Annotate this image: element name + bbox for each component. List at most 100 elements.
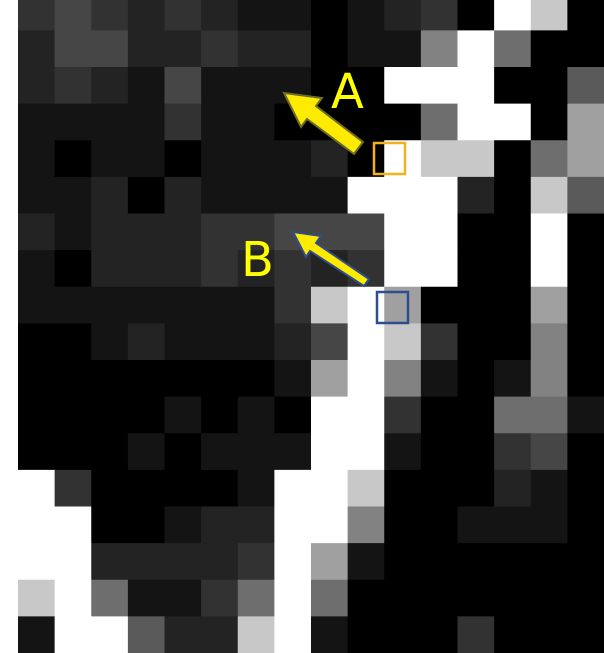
pixel <box>55 30 92 67</box>
pixel <box>458 250 495 287</box>
pixel <box>311 360 348 397</box>
pixel <box>18 507 55 544</box>
pixel <box>91 104 128 141</box>
pixel <box>567 543 604 580</box>
pixel <box>128 214 165 251</box>
pixel <box>348 323 385 360</box>
pixel <box>531 507 568 544</box>
pixel <box>128 580 165 617</box>
pixel <box>165 507 202 544</box>
pixel <box>494 397 531 434</box>
pixel <box>165 580 202 617</box>
pixel <box>348 470 385 507</box>
pixel <box>567 287 604 324</box>
pixel <box>128 543 165 580</box>
pixel <box>18 580 55 617</box>
pixel <box>311 397 348 434</box>
pixel <box>165 0 202 31</box>
pixel <box>165 104 202 141</box>
pixel <box>201 287 238 324</box>
pixel <box>201 214 238 251</box>
pixel <box>238 0 275 31</box>
pixel <box>384 616 421 653</box>
pixel <box>421 397 458 434</box>
pixel <box>348 214 385 251</box>
pixel <box>128 30 165 67</box>
pixel <box>201 580 238 617</box>
pixel <box>311 470 348 507</box>
pixel <box>91 470 128 507</box>
page: {"labels": {"a": "A", "b": "B"}} A B (()… <box>0 0 604 653</box>
pixel <box>128 433 165 470</box>
pixel <box>531 360 568 397</box>
pixel <box>384 0 421 31</box>
pixel <box>494 616 531 653</box>
pixel <box>567 507 604 544</box>
pixel <box>458 433 495 470</box>
pixel <box>384 470 421 507</box>
pixel <box>201 177 238 214</box>
pixel <box>128 287 165 324</box>
pixel <box>531 214 568 251</box>
pixel <box>165 140 202 177</box>
pixel <box>201 616 238 653</box>
pixel <box>18 360 55 397</box>
pixel <box>531 104 568 141</box>
pixel <box>567 0 604 31</box>
pixel <box>531 543 568 580</box>
pixel <box>567 214 604 251</box>
pixel <box>531 140 568 177</box>
pixel <box>201 323 238 360</box>
pixel <box>201 250 238 287</box>
pixel <box>421 30 458 67</box>
pixel <box>494 104 531 141</box>
pixel <box>421 214 458 251</box>
pixel <box>55 104 92 141</box>
pixel <box>567 140 604 177</box>
pixel <box>494 250 531 287</box>
pixel <box>531 287 568 324</box>
pixel <box>458 0 495 31</box>
pixel <box>201 360 238 397</box>
pixel <box>311 543 348 580</box>
pixel <box>238 470 275 507</box>
pixel <box>18 397 55 434</box>
pixel <box>201 397 238 434</box>
pixel <box>567 470 604 507</box>
pixel <box>494 214 531 251</box>
pixel <box>91 67 128 104</box>
pixel <box>238 580 275 617</box>
figure: A B <box>0 0 604 653</box>
pixel <box>531 177 568 214</box>
pixel <box>238 616 275 653</box>
pixel <box>421 287 458 324</box>
pixel <box>238 140 275 177</box>
pixel <box>567 30 604 67</box>
pixel <box>421 104 458 141</box>
pixel <box>421 507 458 544</box>
pixel <box>165 616 202 653</box>
pixel <box>91 0 128 31</box>
pixel <box>201 433 238 470</box>
pixel <box>311 323 348 360</box>
pixel <box>531 616 568 653</box>
pixel <box>165 30 202 67</box>
pixel <box>348 616 385 653</box>
pixel <box>18 543 55 580</box>
pixel <box>531 470 568 507</box>
pixel <box>458 470 495 507</box>
pixel <box>201 104 238 141</box>
pixel <box>55 433 92 470</box>
label-b: B <box>241 232 274 288</box>
pixel <box>348 580 385 617</box>
pixel <box>421 250 458 287</box>
pixel <box>18 177 55 214</box>
pixel <box>311 580 348 617</box>
pixel <box>55 0 92 31</box>
pixel <box>238 360 275 397</box>
pixel <box>348 397 385 434</box>
pixel <box>567 433 604 470</box>
pixel <box>458 543 495 580</box>
pixel <box>274 507 311 544</box>
pixel <box>274 580 311 617</box>
